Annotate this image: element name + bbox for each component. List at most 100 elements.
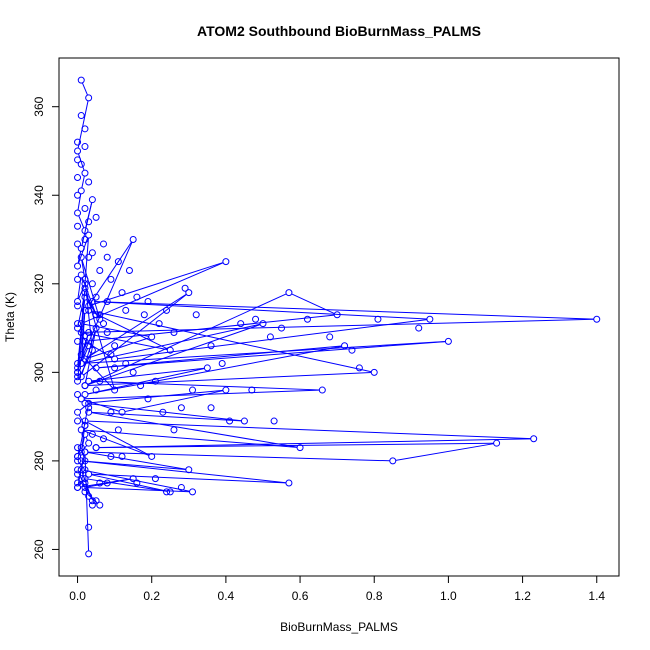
- chart-title: ATOM2 Southbound BioBurnMass_PALMS: [197, 23, 481, 39]
- x-axis-label: BioBurnMass_PALMS: [280, 620, 398, 634]
- data-point: [122, 306, 130, 314]
- series-segment: [83, 262, 224, 323]
- data-point: [166, 346, 174, 354]
- data-point: [81, 382, 89, 390]
- data-point: [77, 112, 85, 120]
- data-point: [85, 178, 93, 186]
- series-segment: [84, 318, 594, 333]
- series-segment: [87, 420, 531, 440]
- data-point: [85, 439, 93, 447]
- series-segment: [91, 380, 320, 391]
- data-point: [77, 475, 85, 483]
- data-point: [148, 452, 156, 460]
- data-point: [177, 404, 185, 412]
- data-point: [111, 355, 119, 363]
- data-point: [81, 227, 89, 235]
- data-point: [85, 302, 93, 310]
- data-point: [159, 408, 167, 416]
- data-point: [77, 444, 85, 452]
- data-point: [77, 351, 85, 359]
- series-segment: [87, 324, 261, 386]
- data-point: [185, 466, 193, 474]
- data-point: [107, 275, 115, 283]
- data-point: [207, 342, 215, 350]
- series-segment: [87, 451, 390, 462]
- data-point: [107, 452, 115, 460]
- series-segment: [81, 82, 88, 96]
- data-point: [103, 479, 111, 487]
- series-segment: [78, 414, 84, 424]
- data-point: [389, 457, 397, 465]
- x-tick-label: 1.2: [514, 589, 531, 603]
- data-point: [333, 311, 341, 319]
- series-segment: [84, 429, 298, 448]
- y-tick-label: 260: [32, 539, 46, 559]
- data-point: [81, 421, 89, 429]
- data-point: [85, 550, 93, 558]
- data-point: [252, 315, 260, 323]
- data-point: [74, 262, 82, 270]
- data-point: [77, 466, 85, 474]
- series-segment: [77, 100, 89, 149]
- series-segment: [81, 330, 96, 375]
- data-point: [88, 501, 96, 509]
- data-point: [74, 298, 82, 306]
- data-point: [85, 218, 93, 226]
- series-segment: [95, 301, 594, 320]
- data-point: [74, 483, 82, 491]
- data-point: [81, 125, 89, 133]
- data-point: [370, 368, 378, 376]
- data-point: [137, 382, 145, 390]
- data-point: [85, 231, 93, 239]
- data-point: [77, 426, 85, 434]
- data-point: [111, 364, 119, 372]
- data-point: [74, 302, 82, 310]
- data-point: [88, 497, 96, 505]
- data-point: [326, 333, 334, 341]
- data-point: [144, 298, 152, 306]
- y-tick-label: 280: [32, 451, 46, 471]
- data-point: [259, 320, 267, 328]
- series-segment: [99, 438, 531, 449]
- data-point: [278, 324, 286, 332]
- data-point: [81, 337, 89, 345]
- series-segment: [78, 153, 85, 171]
- series-segment: [395, 443, 494, 461]
- data-point: [144, 395, 152, 403]
- data-point: [270, 417, 278, 425]
- data-point: [74, 147, 82, 155]
- data-point: [74, 209, 82, 217]
- series-segment: [99, 345, 342, 369]
- data-point: [81, 355, 89, 363]
- series-segment: [89, 241, 132, 304]
- y-tick-label: 320: [32, 273, 46, 293]
- series-segment: [91, 311, 168, 350]
- data-point: [240, 417, 248, 425]
- series-segment: [81, 472, 85, 477]
- data-point: [77, 328, 85, 336]
- data-point: [248, 386, 256, 394]
- data-point: [81, 448, 89, 456]
- y-tick-label: 360: [32, 96, 46, 116]
- series-segment: [87, 403, 242, 422]
- data-point: [85, 342, 93, 350]
- data-point: [74, 444, 82, 452]
- data-point: [77, 76, 85, 84]
- data-point: [74, 373, 82, 381]
- series-segment: [91, 310, 372, 373]
- data-point: [88, 280, 96, 288]
- data-point: [74, 240, 82, 248]
- data-point: [74, 364, 82, 372]
- data-point: [163, 488, 171, 496]
- data-point: [85, 408, 93, 416]
- series-segment: [87, 452, 186, 470]
- series-segment: [87, 293, 187, 358]
- data-point: [226, 417, 234, 425]
- data-point: [81, 488, 89, 496]
- data-point: [74, 275, 82, 283]
- data-point: [355, 364, 363, 372]
- data-point: [77, 271, 85, 279]
- x-tick-label: 0.0: [69, 589, 86, 603]
- series-segment: [84, 469, 190, 492]
